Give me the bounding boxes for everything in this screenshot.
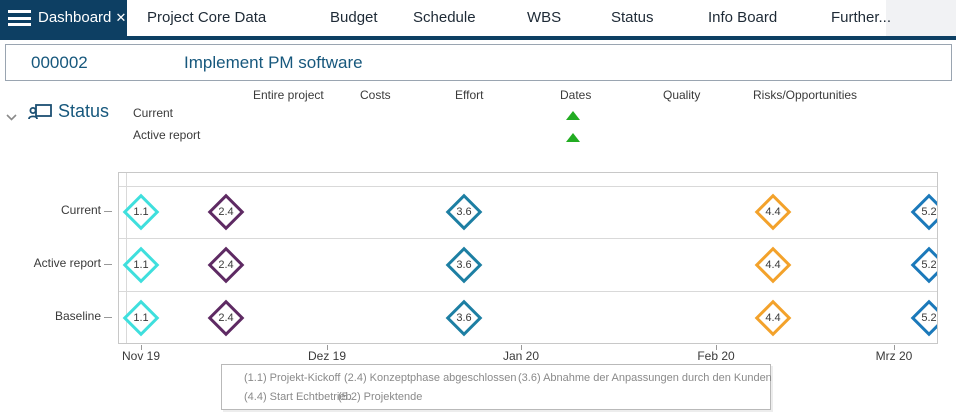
x-axis-tick	[894, 345, 895, 350]
menu-hamburger-icon[interactable]	[8, 10, 31, 26]
tab-project-core-data[interactable]: Project Core Data	[147, 9, 267, 26]
tab-bar: Project Core Data Budget Schedule WBS Status…	[0, 0, 956, 36]
legend-entry: (4.4) Start Echtbetrieb	[244, 391, 352, 403]
milestone-diamond-4.4[interactable]: 4.4	[754, 246, 792, 284]
legend-entry: (2.4) Konzeptphase abgeschlossen	[344, 372, 517, 384]
legend-entry: (3.6) Abnahme der Anpassungen durch den …	[518, 372, 772, 384]
milestone-chart-plot: 1.1 2.4 3.6 4.4 5.2 1.1 2.4 3.6 4.4 5.2 1.1 2.4 3.6 4…	[118, 172, 938, 344]
milestone-id: 2.4	[218, 259, 234, 271]
milestone-id: 5.2	[921, 259, 937, 271]
milestone-diamond-2.4[interactable]: 2.4	[207, 299, 245, 337]
milestone-diamond-3.6[interactable]: 3.6	[445, 246, 483, 284]
active-tab-label: Dashboard	[38, 9, 112, 26]
project-title: Implement PM software	[184, 53, 363, 72]
timeline-start-gridline	[126, 173, 127, 343]
milestone-diamond-3.6[interactable]: 3.6	[445, 193, 483, 231]
status-column-effort: Effort	[455, 88, 484, 102]
x-axis-label: Jan 20	[502, 349, 540, 363]
tab-status[interactable]: Status	[611, 9, 654, 26]
milestone-legend: (1.1) Projekt-Kickoff (2.4) Konzeptphase …	[221, 364, 772, 410]
status-row-label: Current	[133, 106, 174, 120]
x-axis-tick	[327, 345, 328, 350]
milestone-diamond-2.4[interactable]: 2.4	[207, 246, 245, 284]
chart-row-label: Baseline	[54, 309, 101, 323]
legend-entry: (1.1) Projekt-Kickoff	[244, 372, 341, 384]
status-section-title: Status	[58, 101, 110, 121]
x-axis-label: Nov 19	[121, 349, 161, 363]
milestone-diamond-4.4[interactable]: 4.4	[754, 193, 792, 231]
status-column-entire-project: Entire project	[253, 88, 324, 102]
milestone-id: 2.4	[218, 206, 234, 218]
close-tab-icon[interactable]: ✕	[115, 10, 127, 25]
milestone-diamond-1.1[interactable]: 1.1	[122, 193, 160, 231]
x-axis-label: Feb 20	[697, 349, 735, 363]
status-column-quality: Quality	[663, 88, 701, 102]
milestone-id: 3.6	[456, 259, 472, 271]
milestone-id: 3.6	[456, 206, 472, 218]
milestone-id: 4.4	[765, 312, 781, 324]
chevron-down-icon[interactable]	[6, 108, 17, 126]
x-axis-label: Dez 19	[307, 349, 347, 363]
status-column-risks-opportunities: Risks/Opportunities	[753, 88, 858, 102]
milestone-diamond-4.4[interactable]: 4.4	[754, 299, 792, 337]
tabbar-filler	[886, 0, 956, 36]
tab-wbs[interactable]: WBS	[527, 9, 562, 26]
x-axis-tick	[716, 345, 717, 350]
milestone-diamond-5.2[interactable]: 5.2	[910, 246, 937, 284]
milestone-diamond-5.2[interactable]: 5.2	[910, 299, 937, 337]
legend-entry: (5.2) Projektende	[338, 391, 423, 403]
milestone-id: 3.6	[456, 312, 472, 324]
row-axis-tick	[104, 264, 112, 265]
row-gridline	[119, 186, 937, 187]
tab-schedule[interactable]: Schedule	[413, 9, 476, 26]
tab-further[interactable]: Further...	[831, 9, 892, 26]
status-section-icon	[28, 102, 54, 129]
x-axis-tick	[141, 345, 142, 350]
milestone-id: 5.2	[921, 312, 937, 324]
project-header: 000002 Implement PM software	[5, 44, 952, 81]
dates-trend-up-icon	[566, 111, 580, 120]
tab-budget[interactable]: Budget	[330, 9, 378, 26]
milestone-id: 4.4	[765, 259, 781, 271]
milestone-id: 1.1	[133, 312, 149, 324]
row-gridline	[119, 291, 937, 292]
milestone-id: 1.1	[133, 259, 149, 271]
row-axis-tick	[104, 317, 112, 318]
status-column-dates: Dates	[560, 88, 592, 102]
status-row-label: Active report	[133, 128, 201, 142]
milestone-diamond-1.1[interactable]: 1.1	[122, 299, 160, 337]
milestone-id: 1.1	[133, 206, 149, 218]
tab-dashboard-active[interactable]: Dashboard ✕	[0, 0, 127, 40]
milestone-id: 4.4	[765, 206, 781, 218]
milestone-diamond-2.4[interactable]: 2.4	[207, 193, 245, 231]
x-axis-tick	[521, 345, 522, 350]
milestone-id: 5.2	[921, 206, 937, 218]
chart-row-label: Current	[60, 203, 101, 217]
row-axis-tick	[104, 211, 112, 212]
row-gridline	[119, 238, 937, 239]
status-column-costs: Costs	[360, 88, 391, 102]
tabbar-underline	[0, 36, 956, 40]
milestone-diamond-3.6[interactable]: 3.6	[445, 299, 483, 337]
x-axis-label: Mrz 20	[875, 349, 913, 363]
milestone-diamond-1.1[interactable]: 1.1	[122, 246, 160, 284]
milestone-id: 2.4	[218, 312, 234, 324]
chart-row-label: Active report	[33, 256, 101, 270]
milestone-diamond-5.2[interactable]: 5.2	[910, 193, 937, 231]
tab-info-board[interactable]: Info Board	[708, 9, 778, 26]
dates-trend-up-icon	[566, 133, 580, 142]
project-id: 000002	[31, 53, 88, 72]
